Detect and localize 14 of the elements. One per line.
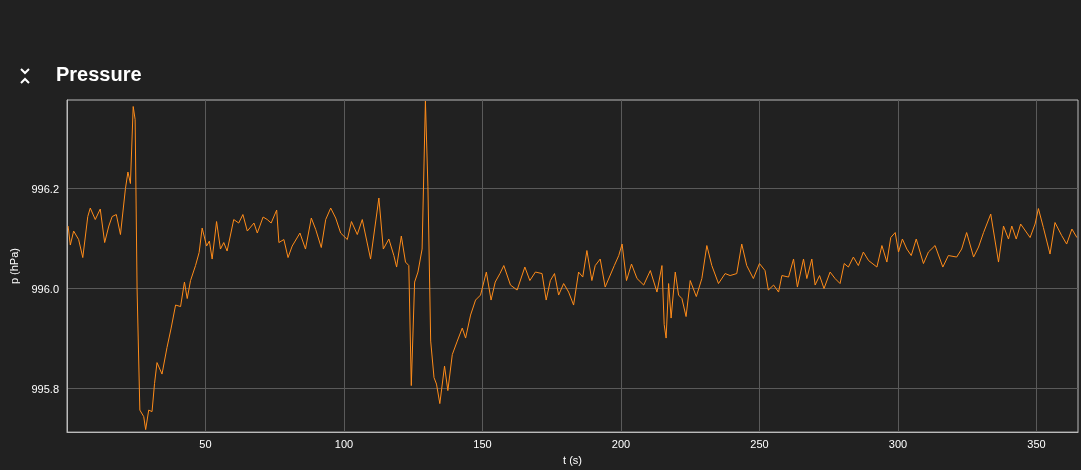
x-tick-label: 150 [473,437,492,450]
x-tick-label: 350 [1027,437,1046,450]
x-tick-label: 50 [199,437,212,450]
line-series [67,100,1078,431]
x-axis-title: t (s) [563,453,582,466]
chart-title: Pressure [56,63,142,86]
y-tick-label: 995.8 [31,382,59,395]
x-tick-label: 300 [888,437,908,450]
y-tick-label: 996.0 [31,282,59,295]
x-tick-label: 200 [611,437,631,450]
x-tick-label: 250 [750,437,769,450]
y-tick-label: 996.2 [31,182,59,195]
x-tick-label: 100 [334,437,354,450]
y-axis-title: p (hPa) [7,248,20,285]
